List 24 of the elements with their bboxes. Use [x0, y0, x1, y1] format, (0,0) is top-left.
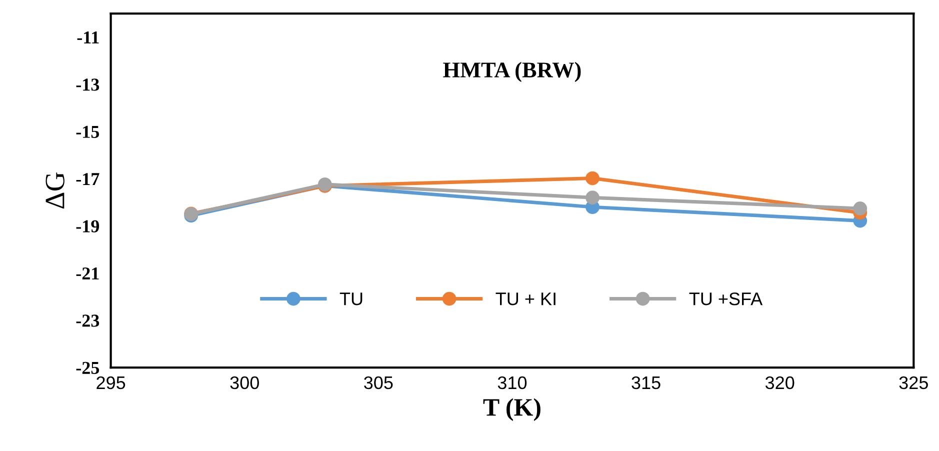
x-axis-title: T (K) — [483, 398, 540, 421]
x-tick-label: 305 — [364, 376, 393, 390]
y-tick-label: -23 — [76, 314, 100, 327]
x-tick-label: 315 — [632, 376, 660, 390]
y-tick-label: -25 — [76, 362, 100, 374]
x-tick-label: 300 — [230, 376, 259, 390]
text: HMTA (BRW) — [443, 62, 581, 82]
y-tick-label: -17 — [76, 173, 100, 186]
y-axis-title: ΔG — [46, 172, 64, 208]
point — [586, 190, 600, 205]
legend-label: TU +SFA — [689, 292, 763, 306]
point — [853, 202, 868, 216]
y-tick-label: -11 — [77, 31, 99, 44]
y-tick-label: -15 — [76, 126, 100, 138]
legend-label: TU — [340, 292, 362, 306]
y-tick-label: -19 — [76, 220, 100, 232]
x-tick-label: 325 — [899, 376, 928, 390]
x-tick-label: 310 — [498, 376, 527, 390]
legend-label: TU + KI — [496, 292, 556, 306]
y-tick-label: -21 — [76, 267, 99, 280]
y-tick-label: -13 — [76, 78, 100, 91]
x-tick-label: 295 — [96, 376, 126, 390]
x-tick-label: 320 — [765, 376, 794, 390]
point — [586, 171, 600, 186]
